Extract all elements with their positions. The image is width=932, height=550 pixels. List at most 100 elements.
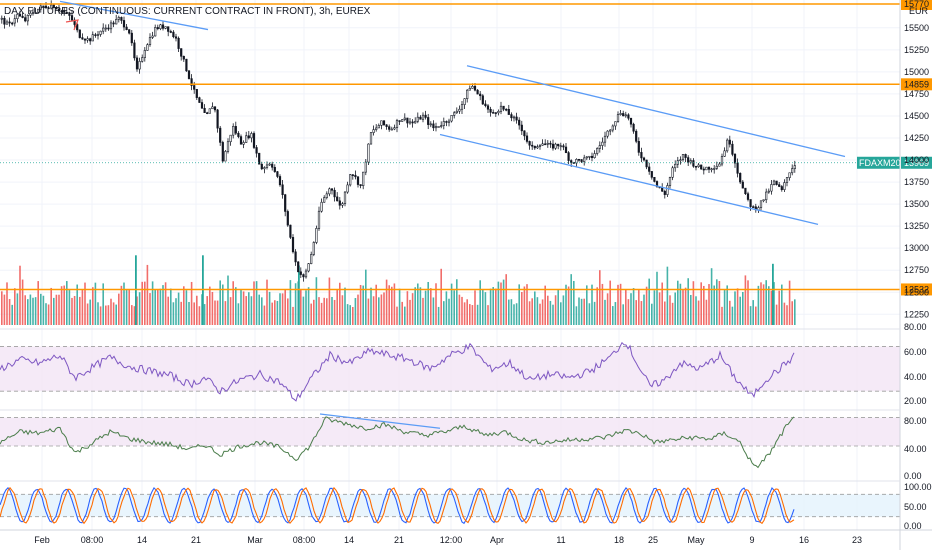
candle [83,38,87,44]
candle [468,85,471,91]
volume-bar [92,287,94,325]
volume-bar [791,301,793,325]
candle [307,263,310,273]
volume-bar [502,279,505,325]
candle [559,142,562,151]
candle-body [705,166,708,171]
volume-bar [757,285,760,325]
candle-body [39,5,42,10]
divergence-line [319,413,441,429]
volume-bar [3,294,6,325]
candle-body [167,26,170,32]
volume-bar [354,298,357,325]
candle-body [330,188,334,191]
candle-body [580,159,583,162]
candle-body [221,142,224,162]
candle [284,193,287,217]
level-price-tag-text: 12532 [904,284,929,294]
stochastic-D-line [0,486,795,525]
volume-bar [219,280,221,325]
candle [390,126,393,131]
candle [99,30,102,37]
candle [554,142,557,150]
candle-body [460,104,464,110]
candle-body [297,261,300,273]
candle-body [720,156,724,165]
volume-bar [222,284,224,325]
candle [31,8,35,16]
volume-bar [84,282,86,325]
candle-body [276,171,279,177]
indicator-axis-label: 0.00 [904,471,922,481]
candle [260,161,263,171]
time-axis-label: 08:00 [81,535,104,545]
volume-bar [518,284,520,325]
price-axis-label: 13750 [904,177,929,187]
candle-body [174,36,178,39]
candle [538,144,542,150]
candle-body [525,135,529,142]
candle [29,11,32,18]
candle-body [382,120,386,126]
candlesticks [0,0,796,282]
volume-bar [131,305,133,325]
volume-bar [422,297,424,325]
candle [388,124,391,132]
price-axis-label: 15000 [904,67,929,77]
symbol-tag-text: FDAXM2022 [859,158,911,168]
candle-body [749,199,752,207]
candle-body [728,139,731,145]
candle [130,30,133,46]
indicator-axis-label: 40.00 [904,372,927,382]
candle [512,115,516,122]
candle [395,118,399,133]
volume-bar [157,289,159,325]
candle-body [393,127,396,130]
volume-bar [175,298,177,325]
candle-body [713,168,716,170]
candle [674,160,677,172]
volume-bar [29,294,32,325]
candle [258,152,261,165]
candle-body [736,162,739,174]
candle-body [715,165,718,169]
trendlines[interactable] [59,0,846,429]
volume-bar [674,292,676,325]
candle-body [37,8,40,13]
candle [146,43,149,51]
candle-body [135,57,139,70]
candle-body [671,167,674,178]
candle-body [528,141,531,146]
volume-bar [73,295,76,325]
candle [772,179,776,186]
candle-body [307,263,310,272]
candle-body [193,85,196,90]
volume-bar [648,278,650,325]
candle-body [120,17,123,21]
candle [481,94,484,105]
candle-body [780,186,783,190]
volume-bar [310,303,312,325]
candle [330,188,334,195]
volume-bar [318,297,320,325]
price-axis-label: 14750 [904,89,929,99]
candle [232,123,235,139]
candle-body [533,145,536,149]
candle [128,29,131,35]
volume-bar [479,280,481,325]
price-axis-label: 14500 [904,111,929,121]
candle [310,251,313,265]
volume-bar [734,291,736,325]
volume-bar [625,289,627,325]
volume-bar [404,306,406,325]
candle-body [159,24,162,30]
candle-body [226,141,230,152]
candle [778,182,781,188]
candle-body [440,125,443,127]
candle-body [52,4,55,8]
volume-bar [729,300,731,325]
candle [78,29,81,39]
volume-bar [547,295,549,325]
